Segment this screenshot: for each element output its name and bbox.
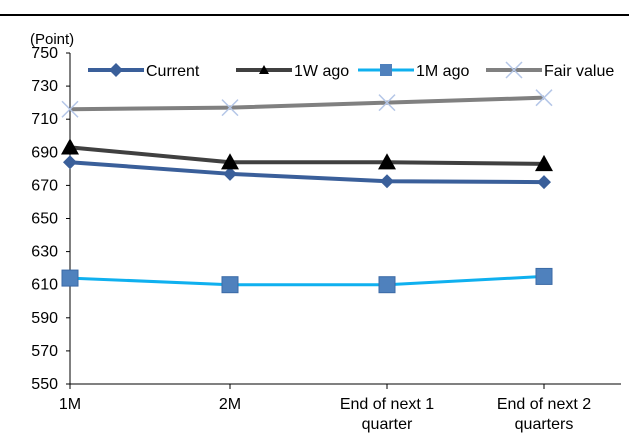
y-tick-label: 710 xyxy=(31,111,58,128)
data-point-fair-value xyxy=(378,94,396,112)
x-tick-label: 2M xyxy=(219,396,241,413)
x-tick-label: End of next 1 quarter xyxy=(340,396,434,433)
data-point-current xyxy=(537,175,551,190)
series-current xyxy=(63,155,551,190)
legend-item-fair-value: Fair value xyxy=(486,61,614,80)
y-tick-label: 610 xyxy=(31,277,58,294)
y-unit-label: (Point) xyxy=(30,31,74,48)
x-tick-label: 1M xyxy=(59,396,81,413)
data-point-1m-ago xyxy=(221,276,239,294)
data-point-current xyxy=(223,166,237,181)
y-tick-label: 630 xyxy=(31,244,58,261)
legend-marker xyxy=(380,64,392,76)
data-point-1w-ago xyxy=(378,153,396,170)
y-axis-ticks: 550 570 590 610 630 650 670 690 710 730 750 xyxy=(31,45,70,393)
data-point-1w-ago xyxy=(535,154,553,172)
series-fair-value xyxy=(61,89,553,118)
series-line-1w-ago xyxy=(69,145,545,166)
data-point-fair-value xyxy=(221,99,239,117)
legend-marker xyxy=(109,63,123,77)
y-tick-label: 750 xyxy=(31,45,58,62)
y-tick-label: 670 xyxy=(31,177,58,194)
data-point-current xyxy=(63,155,77,170)
x-axis-ticks: 1M 2M End of next 1 quarter End of next 2 qua… xyxy=(59,384,591,433)
data-point-1m-ago xyxy=(378,276,396,294)
legend-marker xyxy=(259,65,269,74)
series-line-current xyxy=(69,160,545,185)
y-tick-label: 570 xyxy=(31,343,58,360)
legend-item-1m-ago: 1M ago xyxy=(358,63,469,80)
series-1w-ago xyxy=(61,138,553,172)
top-rule xyxy=(0,14,629,16)
data-point-1m-ago xyxy=(61,269,79,287)
series-1m-ago xyxy=(61,267,553,294)
data-point-1w-ago xyxy=(61,138,79,155)
legend: Current 1W ago 1M ago Fair value xyxy=(88,61,614,80)
legend-marker xyxy=(505,61,523,79)
y-tick-label: 650 xyxy=(31,211,58,228)
data-point-1w-ago xyxy=(221,153,239,170)
series-line-1m-ago xyxy=(69,274,545,287)
y-tick-label: 590 xyxy=(31,310,58,327)
legend-item-current: Current xyxy=(88,63,200,80)
data-point-1m-ago xyxy=(535,267,553,285)
series-line-fair-value xyxy=(69,95,545,112)
data-point-fair-value xyxy=(61,100,79,118)
legend-item-1w-ago: 1W ago xyxy=(236,63,349,80)
legend-label: Fair value xyxy=(544,63,614,80)
series-group xyxy=(61,89,553,294)
legend-label: Current xyxy=(146,63,200,80)
legend-label: 1M ago xyxy=(416,63,469,80)
data-point-fair-value xyxy=(535,89,553,107)
y-tick-label: 730 xyxy=(31,78,58,95)
x-tick-label: End of next 2 quarters xyxy=(497,396,591,433)
y-tick-label: 690 xyxy=(31,144,58,161)
legend-label: 1W ago xyxy=(294,63,349,80)
data-point-current xyxy=(380,174,394,189)
y-tick-label: 550 xyxy=(31,376,58,393)
